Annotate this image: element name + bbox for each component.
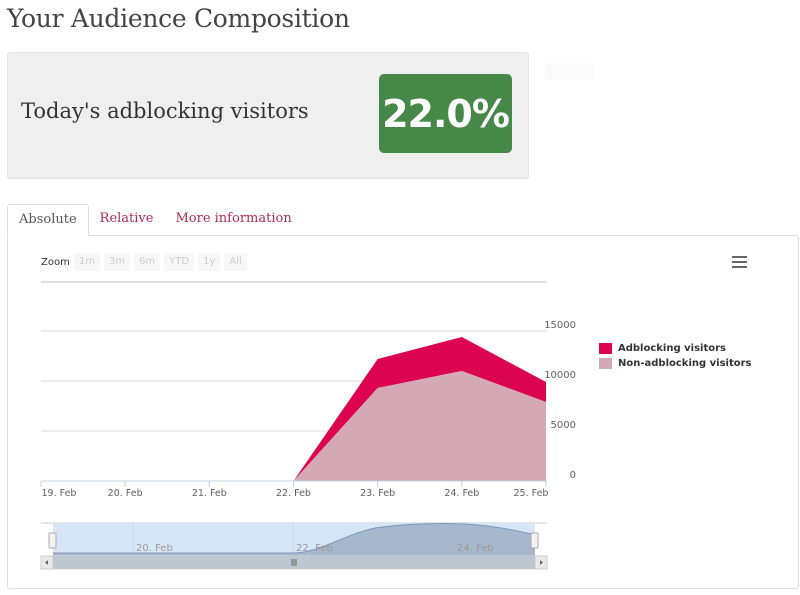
tab-relative[interactable]: Relative — [99, 211, 154, 226]
navigator-series — [53, 523, 535, 556]
legend-item-non-adblocking[interactable]: Non-adblocking visitors — [599, 356, 752, 371]
tab-absolute[interactable]: Absolute — [7, 204, 89, 236]
legend-swatch — [599, 343, 612, 354]
legend-label: Adblocking visitors — [618, 343, 726, 354]
zoom-1m-button[interactable]: 1m — [73, 253, 100, 271]
area-adblocking — [41, 337, 546, 481]
arrow-right-icon — [540, 560, 543, 565]
zoom-ytd-button[interactable]: YTD — [164, 253, 195, 271]
zoom-3m-button[interactable]: 3m — [103, 253, 131, 271]
x-axis-ticks — [40, 481, 547, 487]
zoom-label: Zoom — [41, 256, 70, 268]
y-axis-label: 10000 — [544, 370, 576, 381]
zoom-6m-button[interactable]: 6m — [134, 253, 161, 271]
area-non-adblocking — [41, 371, 546, 481]
x-axis-label: 22. Feb — [276, 488, 311, 499]
navigator-label: 20. Feb — [136, 543, 173, 554]
legend-item-adblocking[interactable]: Adblocking visitors — [599, 341, 752, 356]
y-axis-label: 0 — [569, 470, 576, 481]
zoom-1y-button[interactable]: 1y — [198, 253, 221, 271]
chart-legend: Adblocking visitors Non-adblocking visit… — [599, 341, 752, 371]
navigator-label: 22. Feb — [296, 543, 333, 554]
navigator-label: 24. Feb — [457, 543, 494, 554]
navigator-right-handle — [530, 532, 539, 549]
y-axis-label: 5000 — [550, 420, 576, 431]
x-axis-label: 21. Feb — [191, 488, 227, 499]
hamburger-menu-icon[interactable] — [732, 256, 747, 268]
adblock-stat-card: Today's adblocking visitors 22.0% — [7, 52, 529, 179]
range-selector: Zoom 1m 3m 6m YTD 1y All — [41, 253, 251, 271]
legend-swatch — [599, 358, 612, 369]
x-axis-label: 25. Feb — [513, 488, 549, 499]
placeholder-block — [545, 63, 593, 79]
x-axis-label: 24. Feb — [444, 488, 480, 499]
stat-label: Today's adblocking visitors — [21, 99, 309, 123]
arrow-left-icon — [45, 560, 48, 565]
navigator-left-handle — [48, 532, 57, 549]
zoom-all-button[interactable]: All — [224, 253, 247, 271]
tab-more-information[interactable]: More information — [175, 211, 292, 226]
stacked-area-series — [41, 337, 546, 481]
stat-value-badge: 22.0% — [379, 74, 512, 153]
page-title: Your Audience Composition — [7, 4, 350, 33]
view-tabs: Absolute Relative More information — [7, 204, 303, 236]
y-axis-label: 15000 — [544, 320, 576, 331]
x-axis-label: 20. Feb — [107, 488, 143, 499]
scroll-grip-icon — [291, 559, 297, 566]
navigator — [40, 522, 548, 570]
x-axis-label: 19. Feb — [41, 488, 77, 499]
legend-label: Non-adblocking visitors — [618, 358, 752, 369]
x-axis-label: 23. Feb — [360, 488, 396, 499]
